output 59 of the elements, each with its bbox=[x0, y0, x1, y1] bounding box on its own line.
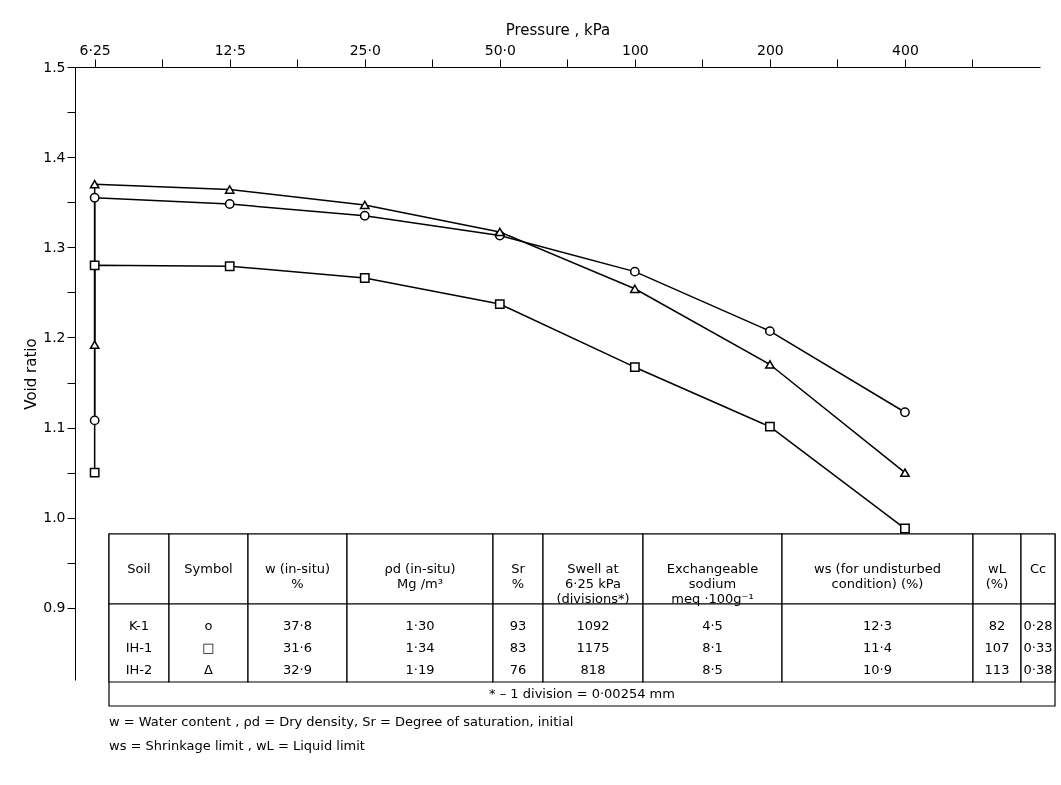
x-tick-label: 400 bbox=[892, 41, 919, 58]
text: * – 1 division = 0·00254 mm bbox=[489, 686, 675, 701]
annotation: K-1 bbox=[128, 618, 150, 633]
annotation: Cc bbox=[1029, 561, 1047, 576]
annotation: 1·34 bbox=[405, 640, 435, 655]
annotation: 113 bbox=[984, 662, 1010, 677]
annotation: 83 bbox=[509, 640, 527, 655]
y-tick-label: 1.5 bbox=[43, 58, 66, 75]
annotation: 0·33 bbox=[1023, 640, 1053, 655]
annotation: 82 bbox=[988, 618, 1006, 633]
annotation: 8·1 bbox=[702, 640, 723, 655]
annotation: 107 bbox=[984, 640, 1010, 655]
annotation: 818 bbox=[580, 662, 606, 677]
annotation: 1·19 bbox=[405, 662, 435, 677]
y-tick-label: 1.3 bbox=[43, 238, 66, 255]
annotation: ρd (in-situ) Mg /m³ bbox=[384, 561, 456, 591]
annotation: □ bbox=[202, 640, 215, 655]
annotation: wL (%) bbox=[985, 561, 1009, 591]
annotation: ws (for undisturbed condition) (%) bbox=[814, 561, 941, 591]
annotation: w (in-situ) % bbox=[264, 561, 331, 591]
y-tick-label: 1.2 bbox=[43, 328, 66, 345]
annotation: 76 bbox=[509, 662, 527, 677]
annotation: Symbol bbox=[184, 561, 233, 576]
annotation: 93 bbox=[509, 618, 527, 633]
x-tick-label: 6·25 bbox=[79, 41, 111, 58]
annotation: 12·3 bbox=[863, 618, 892, 633]
annotation: 8·5 bbox=[702, 662, 723, 677]
x-tick-label: 50·0 bbox=[484, 41, 516, 58]
x-tick-label: 25·0 bbox=[349, 41, 381, 58]
y-axis-title: Void ratio bbox=[22, 338, 41, 410]
x-tick-label: 12·5 bbox=[214, 41, 246, 58]
annotation: 1·30 bbox=[405, 618, 435, 633]
annotation: 31·6 bbox=[283, 640, 312, 655]
y-tick-label: 1.4 bbox=[43, 148, 66, 165]
y-tick-label: 1.1 bbox=[43, 419, 66, 436]
annotation: 4·5 bbox=[702, 618, 723, 633]
y-tick-label: 1.0 bbox=[43, 509, 66, 526]
annotation: 32·9 bbox=[283, 662, 312, 677]
annotation: 37·8 bbox=[283, 618, 312, 633]
annotation: 10·9 bbox=[863, 662, 892, 677]
annotation: Exchangeable sodium meq ·100g⁻¹ bbox=[666, 561, 759, 606]
text: ws = Shrinkage limit , wL = Liquid limit bbox=[109, 738, 365, 753]
annotation: 11·4 bbox=[863, 640, 892, 655]
annotation: 0·28 bbox=[1023, 618, 1053, 633]
annotation: 0·38 bbox=[1023, 662, 1053, 677]
annotation: IH-1 bbox=[125, 640, 153, 655]
x-tick-label: 200 bbox=[757, 41, 784, 58]
annotation: Sr % bbox=[511, 561, 526, 591]
annotation: 1175 bbox=[576, 640, 610, 655]
annotation: IH-2 bbox=[125, 662, 153, 677]
annotation: o bbox=[204, 618, 213, 633]
annotation: Δ bbox=[204, 662, 214, 677]
annotation: Swell at 6·25 kPa (divisions*) bbox=[556, 561, 630, 606]
text: w = Water content , ρd = Dry density, Sr = Degree of saturation, initial bbox=[109, 714, 574, 729]
x-axis-title: Pressure , kPa bbox=[505, 20, 611, 39]
x-tick-label: 100 bbox=[621, 41, 649, 58]
annotation: 1092 bbox=[576, 618, 610, 633]
y-tick-label: 0.9 bbox=[43, 599, 66, 616]
annotation: Soil bbox=[127, 561, 151, 576]
